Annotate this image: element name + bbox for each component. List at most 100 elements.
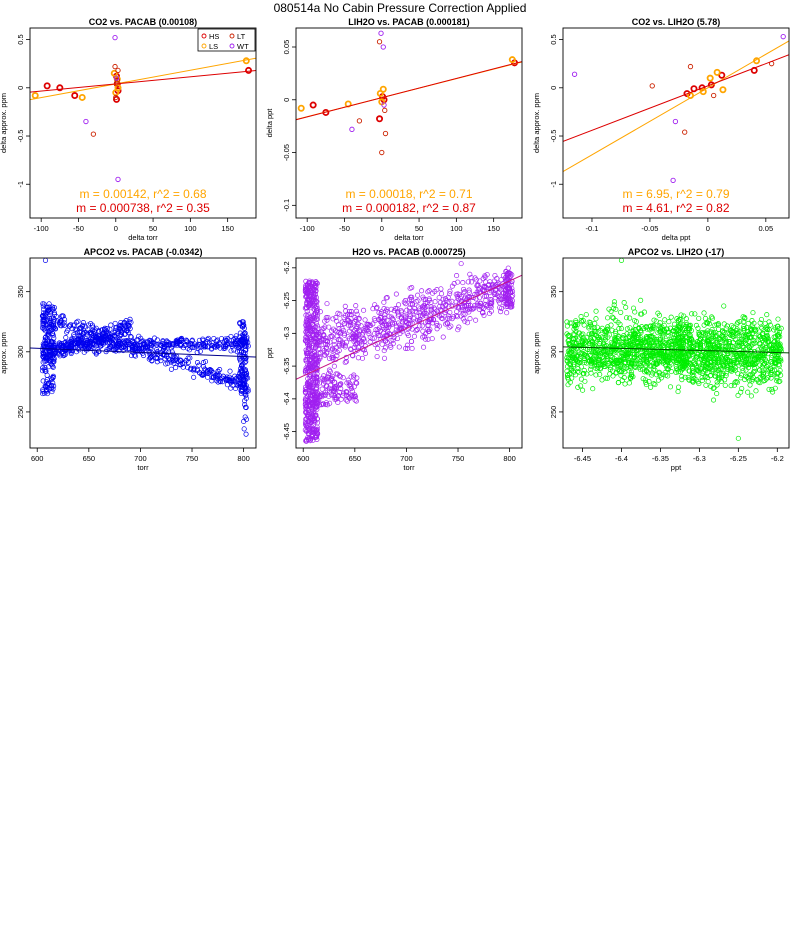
data-point: [326, 367, 332, 373]
data-point: [169, 340, 175, 347]
data-point: [602, 348, 608, 354]
data-point: [463, 302, 470, 308]
data-point: [509, 289, 516, 295]
data-point: [649, 372, 655, 378]
data-point: [306, 431, 312, 437]
data-point: [717, 360, 723, 366]
data-point: [112, 333, 118, 339]
data-point: [184, 339, 190, 345]
chart-title: LIH2O vs. PACAB (0.000181): [348, 17, 469, 27]
data-point: [717, 363, 724, 369]
data-point: [569, 320, 575, 326]
data-point: [652, 325, 658, 331]
data-point: [465, 302, 472, 308]
data-point: [377, 315, 383, 321]
data-point: [757, 334, 763, 340]
data-point: [657, 328, 664, 334]
data-point: [312, 324, 318, 330]
data-point: [354, 333, 360, 339]
data-point: [734, 326, 740, 332]
data-point: [484, 302, 490, 308]
data-point: [656, 343, 662, 349]
data-point: [338, 396, 344, 402]
plot-area: [30, 258, 256, 437]
data-point: [437, 303, 443, 309]
data-point: [777, 367, 783, 374]
data-point: [460, 280, 466, 286]
data-point: [413, 299, 419, 305]
data-point-hs: [698, 84, 706, 92]
data-point: [476, 295, 482, 301]
data-point: [771, 327, 777, 333]
data-point: [674, 351, 680, 358]
data-point: [310, 332, 316, 338]
legend-box: [197, 28, 256, 52]
data-point: [453, 313, 460, 319]
data-point: [651, 317, 657, 323]
data-point: [728, 383, 734, 389]
data-point: [622, 381, 628, 387]
data-point: [690, 339, 696, 345]
data-point: [606, 306, 612, 312]
data-point: [93, 335, 99, 341]
data-point: [638, 337, 644, 343]
data-point: [567, 340, 573, 346]
fit-annotation-2: m = 0.000182, r^2 = 0.87: [342, 201, 476, 215]
data-point: [44, 391, 50, 397]
chart-panel-6: APCO2 vs. LIH2O (-17)-6.45 -6.4 -6.35 -6.3-…: [532, 247, 790, 472]
data-point-wt: [571, 71, 578, 77]
data-point: [158, 355, 164, 361]
data-point: [335, 310, 341, 316]
data-point: [746, 331, 752, 337]
data-point: [326, 324, 332, 330]
data-point: [744, 332, 750, 338]
data-point: [437, 300, 443, 306]
data-point: [733, 379, 739, 385]
data-point: [710, 334, 716, 340]
data-point: [310, 412, 316, 418]
data-point: [668, 361, 674, 367]
y-tick-label: 300: [16, 346, 25, 359]
data-point-ls: [110, 69, 118, 77]
data-point: [353, 333, 359, 339]
data-point: [709, 314, 715, 320]
data-point: [317, 309, 323, 315]
data-point: [336, 341, 343, 347]
data-point-wt: [115, 176, 121, 183]
data-point: [728, 366, 734, 372]
data-point: [426, 288, 432, 294]
data-point: [730, 349, 737, 355]
y-tick-label: 300: [549, 346, 558, 359]
data-point: [622, 360, 628, 366]
data-point: [347, 311, 353, 318]
data-point: [317, 394, 323, 400]
data-point: [626, 380, 632, 386]
data-point: [605, 361, 611, 367]
data-point: [742, 377, 748, 383]
data-point-wt: [381, 102, 387, 108]
data-point-lt: [711, 92, 717, 99]
data-point: [586, 319, 592, 325]
data-point: [462, 318, 468, 324]
data-point: [180, 364, 186, 370]
y-tick-label: -0.05: [282, 144, 291, 161]
data-point: [350, 394, 356, 400]
data-point: [643, 323, 649, 330]
data-point: [42, 365, 48, 371]
data-point: [578, 383, 584, 389]
data-point: [163, 361, 169, 367]
data-point-lt: [649, 83, 655, 89]
data-point: [351, 374, 357, 380]
data-point: [645, 370, 651, 376]
data-point: [739, 365, 745, 371]
data-point: [74, 339, 80, 345]
data-point: [666, 319, 672, 325]
data-point: [474, 301, 480, 307]
data-point: [751, 326, 757, 332]
data-point: [401, 299, 407, 305]
data-point: [718, 366, 724, 372]
data-point: [315, 330, 321, 336]
data-point: [49, 389, 55, 395]
data-point: [770, 389, 776, 395]
data-point: [709, 315, 716, 321]
